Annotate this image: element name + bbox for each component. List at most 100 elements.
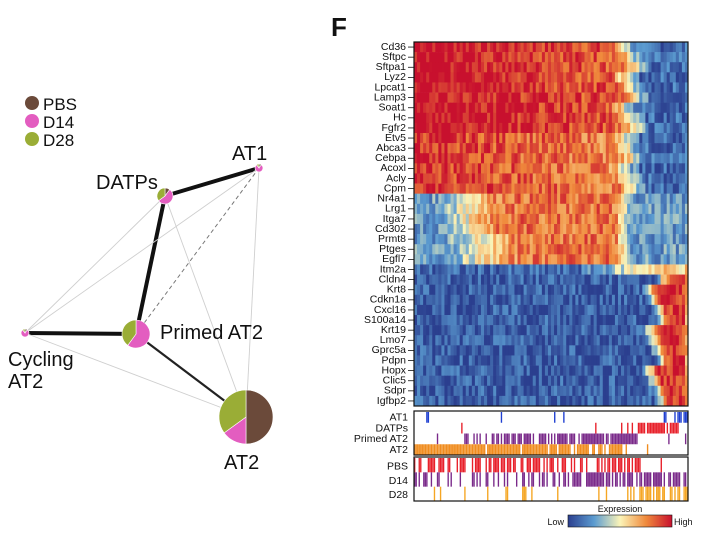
legend-swatch-d28	[25, 132, 39, 146]
legend-item-d14: D14	[25, 113, 74, 132]
node-primed-slice	[121, 319, 137, 346]
gene-label: Lpcat1	[374, 81, 406, 93]
condition-bars	[414, 458, 688, 501]
gene-label: S100a14	[364, 314, 406, 326]
annotation-label: AT1	[390, 412, 409, 424]
legend-swatch-d14	[25, 114, 39, 128]
gene-label: Lrg1	[385, 203, 406, 215]
gene-label: Clic5	[383, 375, 406, 387]
node-label-cycling-at2: Cycling AT2	[8, 349, 74, 393]
annotation-label: Primed AT2	[354, 433, 408, 445]
legend: PBS D14 D28	[25, 95, 77, 150]
gene-label: Krt8	[387, 284, 406, 296]
gene-label: Hopx	[381, 364, 406, 376]
gene-label: Hc	[393, 112, 406, 124]
gene-label: Cd302	[375, 223, 406, 235]
colorbar-gradient	[567, 514, 673, 528]
node-label-at1: AT1	[232, 143, 267, 165]
gene-label: Pdpn	[381, 354, 406, 366]
gene-label: Etv5	[385, 132, 406, 144]
legend-swatch-pbs	[25, 96, 39, 110]
gene-labels: Cd36SftpcSftpa1Lyz2Lpcat1Lamp3Soat1HcFgf…	[364, 41, 414, 407]
node-primed-slice	[127, 319, 151, 349]
network-nodes	[20, 163, 274, 445]
annotation-label: DATPs	[376, 422, 408, 434]
gene-label: Soat1	[379, 102, 407, 114]
node-datps	[156, 187, 174, 205]
gene-label: Itm2a	[380, 263, 406, 275]
heatmap-frame	[413, 41, 689, 407]
node-at1	[254, 163, 264, 173]
edge-at1-at2	[245, 167, 260, 418]
gene-label: Acoxl	[380, 162, 406, 174]
node-at2-slice	[218, 389, 247, 434]
cluster-bars	[414, 412, 688, 455]
legend-label-pbs: PBS	[43, 95, 77, 114]
heatmap-cells	[414, 42, 689, 407]
node-label-primed-at2: Primed AT2	[160, 322, 263, 344]
colorbar-high-label: High	[674, 517, 693, 527]
legend-item-pbs: PBS	[25, 95, 77, 114]
condition-annotation: PBS D14 D28	[387, 456, 689, 502]
colorbar-low-label: Low	[547, 517, 564, 527]
gene-label: Gprc5a	[372, 344, 407, 356]
gene-label: Sftpa1	[376, 61, 407, 73]
annotation-label: PBS	[387, 460, 408, 472]
gene-label: Sftpc	[382, 51, 406, 63]
edge-cycling-at1	[24, 167, 260, 334]
edge-datps-at2	[164, 195, 247, 418]
gene-label: Egfl7	[382, 253, 406, 265]
node-at1-slice	[256, 163, 260, 169]
edge-datps-at1	[164, 166, 260, 198]
gene-label: Itga7	[383, 213, 407, 225]
node-label-datps: DATPs	[96, 172, 158, 194]
panel-label: F	[331, 12, 347, 42]
node-cycling-slice	[22, 328, 26, 334]
gene-label: Lamp3	[374, 91, 406, 103]
gene-label: Fgfr2	[381, 122, 406, 134]
gene-label: Abca3	[376, 142, 406, 154]
gene-label: Igfbp2	[377, 395, 406, 407]
gene-label: Cldn4	[379, 273, 407, 285]
gene-label: Cd36	[381, 41, 406, 53]
cluster-frame	[413, 410, 689, 456]
gene-label: Acly	[386, 172, 407, 184]
node-label-at2: AT2	[224, 452, 259, 474]
condition-labels: PBS D14 D28	[387, 460, 408, 501]
gene-label: Lmo7	[380, 334, 406, 346]
colorbar-title: Expression	[598, 504, 643, 514]
edge-primed-cycling	[24, 331, 137, 336]
gene-label: Lyz2	[384, 71, 406, 83]
node-datps-slice	[156, 187, 166, 202]
network-labels: AT1 DATPs Primed AT2 Cycling AT2 AT2	[8, 143, 267, 474]
legend-label-d14: D14	[43, 113, 74, 132]
gene-label: Cebpa	[375, 152, 406, 164]
colorbar: Expression Low High	[547, 504, 693, 528]
gene-label: Nr4a1	[377, 193, 406, 205]
node-at2	[218, 389, 274, 445]
node-datps-slice	[158, 189, 174, 205]
gene-label: Prmt8	[378, 233, 406, 245]
node-cycling	[20, 328, 30, 338]
edge-cycling-at2	[24, 332, 247, 418]
gene-label: Sdpr	[384, 385, 407, 397]
annotation-label: D28	[389, 489, 408, 501]
condition-frame	[413, 456, 689, 502]
gene-label: Krt19	[381, 324, 406, 336]
legend-label-d28: D28	[43, 131, 74, 150]
node-at2-slice	[245, 389, 274, 445]
heatmap: Cd36SftpcSftpa1Lyz2Lpcat1Lamp3Soat1HcFgf…	[364, 41, 689, 407]
edge-cycling-datps	[24, 195, 166, 334]
annotation-label: AT2	[390, 444, 409, 456]
node-primed	[121, 319, 151, 349]
gene-label: Cpm	[384, 182, 406, 194]
gene-label: Ptges	[379, 243, 406, 255]
gene-label: Cxcl16	[374, 304, 406, 316]
network-edges	[24, 166, 260, 418]
annotation-label: D14	[389, 475, 408, 487]
legend-item-d28: D28	[25, 131, 74, 150]
